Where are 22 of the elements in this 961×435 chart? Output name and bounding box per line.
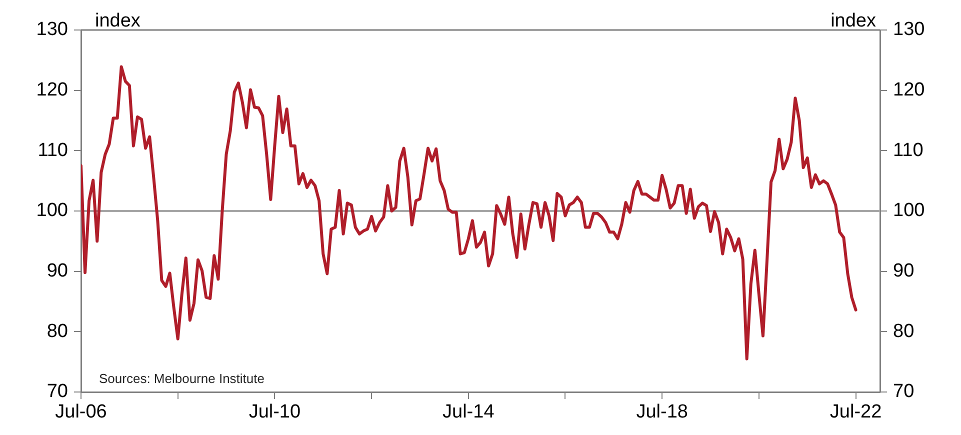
y2-tick-label: 90 [893, 260, 914, 282]
y2-tick-label: 130 [893, 19, 925, 40]
y2-tick-label: 110 [893, 140, 924, 161]
y2-tick-label: 80 [893, 320, 914, 342]
x-tick-label: Jul-18 [636, 402, 688, 423]
y-tick-label: 90 [46, 260, 68, 282]
y-tick-label: 120 [36, 80, 68, 101]
y2-tick-label: 120 [893, 80, 925, 101]
y2-tick-label: 100 [893, 200, 925, 222]
y-tick-label: 70 [46, 381, 68, 402]
y-tick-label: 80 [46, 320, 68, 342]
y2-axis-title: index [830, 10, 876, 32]
x-tick-label: Jul-14 [442, 402, 495, 423]
y-tick-label: 100 [36, 200, 68, 222]
y-tick-label: 110 [38, 140, 68, 161]
y2-tick-label: 70 [893, 381, 914, 402]
y-axis-title: index [95, 10, 141, 32]
x-tick-label: Jul-22 [830, 402, 882, 423]
x-tick-label: Jul-10 [248, 402, 301, 423]
annotation: Sources: Melbourne Institute [99, 371, 264, 386]
x-tick-label: Jul-06 [55, 402, 107, 423]
y-tick-label: 130 [36, 19, 68, 40]
